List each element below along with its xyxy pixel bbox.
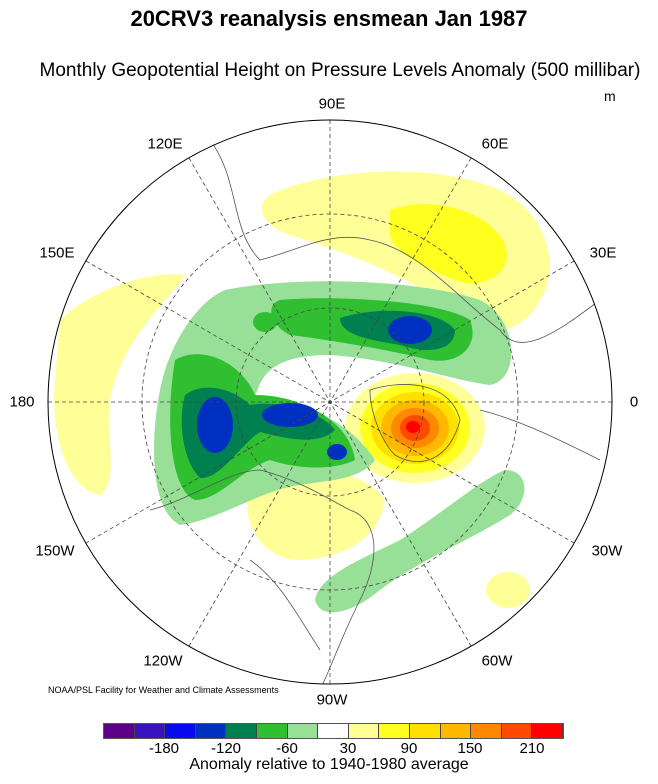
lon-label-60e: 60E [481,135,509,153]
colorbar-swatch [165,724,196,738]
positive-max [406,421,420,433]
colorbar-label: -180 [148,740,180,757]
colorbar-swatch [195,724,227,738]
colorbar-title: Anomaly relative to 1940-1980 average [189,756,469,773]
lon-label-30e: 30E [589,244,617,262]
map-subtitle: Monthly Geopotential Height on Pressure … [39,60,641,81]
colorbar-swatch [287,724,319,738]
positive-region-na [247,468,385,560]
colorbar-swatch [256,724,288,738]
colorbar-label: 210 [519,740,545,757]
lon-label-90w: 90W [316,691,348,709]
colorbar-swatch [134,724,166,738]
negative-band-atlantic [315,470,525,613]
lon-label-150e: 150E [39,244,75,262]
colorbar-label: 90 [400,740,418,757]
positive-region-pacific [54,274,185,495]
colorbar-swatch [532,724,563,738]
positive-region-atlantic [486,572,530,608]
colorbar-swatch [226,724,257,738]
colorbar-swatch [104,724,135,738]
colorbar-label: 30 [339,740,357,757]
lon-label-60w: 60W [481,652,513,670]
negative-min-east-siberia [388,316,432,344]
negative-min-pacific [197,397,233,453]
colorbar-swatch [348,724,380,738]
colorbar-swatch [409,724,441,738]
lon-label-120w: 120W [143,652,183,670]
colorbar-swatch [440,724,472,738]
lon-label-120e: 120E [147,135,183,153]
lon-label-90e: 90E [318,95,346,113]
colorbar-swatch [501,724,533,738]
colorbar-swatch [379,724,410,738]
colorbar-label: -60 [276,740,298,757]
credit-text: NOAA/PSL Facility for Weather and Climat… [48,685,279,695]
lon-label-150w: 150W [35,542,75,560]
lon-label-180: 180 [9,393,35,411]
colorbar-swatch [318,724,349,738]
units-label: m [604,88,616,104]
colorbar-label: 150 [457,740,483,757]
positive-core-ne [390,204,507,284]
map-title: 20CRV3 reanalysis ensmean Jan 1987 [130,6,528,31]
lon-label-0: 0 [629,393,639,411]
colorbar-label: -120 [210,740,242,757]
colorbar-swatch [471,724,502,738]
colorbar [103,723,564,739]
lon-label-30w: 30W [591,542,623,560]
